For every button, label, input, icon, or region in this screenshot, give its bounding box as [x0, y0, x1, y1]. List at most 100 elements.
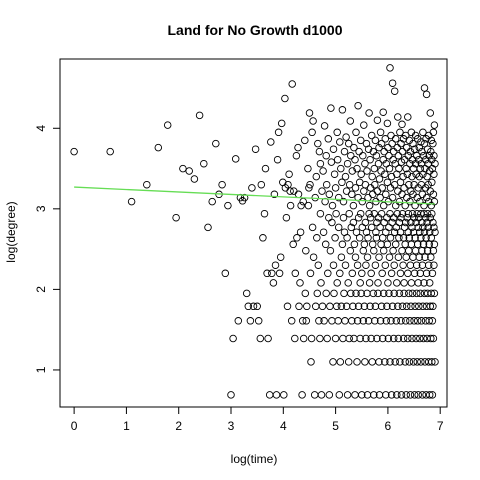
data-point	[273, 155, 282, 164]
data-point	[423, 209, 432, 218]
data-point	[375, 358, 383, 366]
data-point	[402, 391, 410, 399]
data-point	[370, 164, 379, 173]
data-point	[221, 269, 230, 278]
data-point	[366, 155, 374, 164]
data-point	[325, 190, 334, 199]
data-point	[430, 121, 439, 129]
data-point	[294, 190, 303, 199]
data-point	[411, 246, 420, 255]
data-point	[143, 180, 151, 189]
data-point	[415, 253, 424, 261]
data-point	[333, 155, 342, 164]
data-point	[400, 155, 409, 164]
data-point	[351, 184, 360, 192]
data-point	[365, 209, 373, 218]
data-point	[154, 143, 163, 152]
data-point	[414, 223, 422, 232]
data-point	[331, 334, 340, 343]
data-point	[334, 317, 342, 325]
data-point	[308, 223, 317, 232]
data-point	[287, 317, 296, 325]
data-point	[260, 209, 269, 218]
data-point	[382, 190, 390, 199]
data-point	[350, 143, 358, 152]
data-point	[386, 209, 394, 218]
data-point	[283, 302, 292, 311]
data-point	[393, 209, 402, 218]
data-point	[277, 119, 286, 128]
data-point	[378, 334, 387, 343]
data-point	[366, 213, 375, 222]
x-tick-label: 6	[385, 419, 392, 433]
data-point	[422, 269, 431, 278]
data-point	[354, 213, 363, 222]
data-point	[373, 116, 382, 124]
data-point	[429, 334, 438, 343]
data-point	[424, 197, 433, 206]
data-points	[70, 64, 439, 399]
data-point	[319, 167, 327, 175]
data-point	[302, 246, 310, 255]
data-point	[363, 253, 372, 261]
data-point	[370, 391, 378, 399]
data-point	[347, 223, 356, 232]
data-point	[330, 289, 338, 298]
data-point	[360, 302, 369, 311]
data-point	[270, 190, 279, 199]
data-point	[354, 101, 362, 110]
data-point	[342, 133, 350, 141]
data-point	[294, 143, 302, 152]
data-point	[336, 269, 344, 278]
data-point	[291, 334, 299, 343]
data-point	[127, 197, 136, 206]
data-point	[397, 317, 405, 325]
data-point	[280, 391, 288, 399]
data-point	[311, 193, 319, 202]
data-point	[429, 302, 437, 311]
data-point	[286, 201, 295, 210]
data-point	[391, 240, 400, 249]
data-point	[302, 317, 311, 325]
data-point	[409, 358, 418, 366]
data-point	[391, 358, 399, 366]
data-point	[404, 269, 412, 278]
data-point	[267, 138, 275, 146]
data-point	[240, 193, 249, 202]
y-tick-label: 1	[34, 366, 48, 373]
data-point	[385, 223, 393, 232]
data-point	[316, 209, 325, 218]
data-point	[299, 334, 308, 343]
data-point	[333, 128, 341, 137]
data-point	[276, 253, 285, 261]
data-point	[389, 155, 397, 164]
data-point	[400, 289, 408, 298]
data-point	[386, 64, 394, 72]
data-point	[345, 334, 353, 343]
data-point	[318, 187, 326, 195]
data-point	[358, 391, 366, 399]
data-point	[347, 289, 355, 298]
data-point	[353, 358, 361, 366]
data-point	[377, 139, 386, 148]
data-point	[185, 167, 193, 175]
data-point	[303, 302, 311, 311]
data-point	[326, 246, 335, 255]
data-point	[251, 145, 260, 153]
data-point	[304, 164, 312, 173]
data-point	[395, 289, 404, 298]
data-point	[388, 218, 396, 227]
data-point	[359, 246, 368, 255]
x-axis-label: log(time)	[231, 452, 278, 466]
data-point	[364, 193, 372, 202]
data-point	[429, 218, 437, 227]
data-point	[430, 289, 439, 298]
data-point	[385, 164, 394, 173]
data-point	[421, 253, 429, 261]
data-point	[337, 164, 345, 173]
data-point	[408, 209, 417, 218]
data-point	[322, 151, 330, 160]
data-point	[346, 117, 355, 125]
data-point	[429, 190, 438, 199]
